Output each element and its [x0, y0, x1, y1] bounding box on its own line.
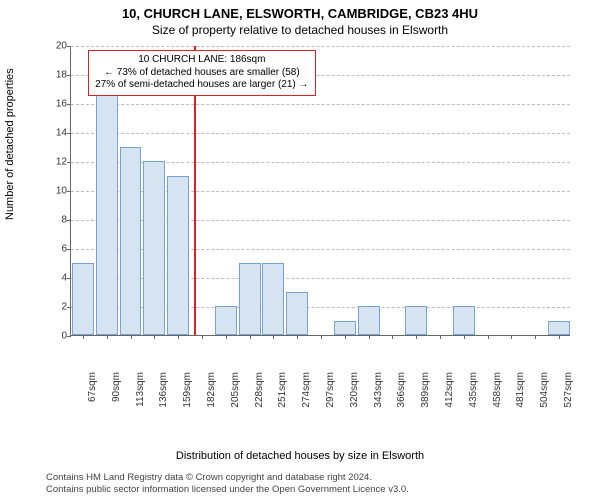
- x-tick-mark: [131, 335, 132, 339]
- y-tick-mark: [67, 336, 71, 337]
- chart-title-main: 10, CHURCH LANE, ELSWORTH, CAMBRIDGE, CB…: [0, 0, 600, 21]
- y-tick-mark: [67, 307, 71, 308]
- callout-line: ← 73% of detached houses are smaller (58…: [95, 67, 308, 80]
- x-tick-mark: [154, 335, 155, 339]
- x-tick-mark: [464, 335, 465, 339]
- x-tick-mark: [273, 335, 274, 339]
- x-tick-mark: [511, 335, 512, 339]
- x-tick-mark: [202, 335, 203, 339]
- x-tick-label: 412sqm: [444, 372, 455, 414]
- callout-line: 27% of semi-detached houses are larger (…: [95, 79, 308, 92]
- chart-title-sub: Size of property relative to detached ho…: [0, 21, 600, 37]
- x-tick-label: 481sqm: [515, 372, 526, 414]
- x-tick-label: 366sqm: [396, 372, 407, 414]
- bar: [405, 306, 427, 335]
- plot-region: 0246810121416182067sqm90sqm113sqm136sqm1…: [70, 46, 570, 336]
- x-tick-mark: [297, 335, 298, 339]
- bar: [358, 306, 380, 335]
- footer-line1: Contains HM Land Registry data © Crown c…: [46, 472, 580, 484]
- x-tick-mark: [107, 335, 108, 339]
- y-tick-label: 4: [47, 273, 67, 284]
- bar: [286, 292, 308, 336]
- x-tick-label: 389sqm: [420, 372, 431, 414]
- chart-area: 0246810121416182067sqm90sqm113sqm136sqm1…: [46, 40, 576, 400]
- bar: [143, 161, 165, 335]
- x-tick-label: 228sqm: [254, 372, 265, 414]
- gridline: [71, 46, 570, 47]
- y-tick-mark: [67, 220, 71, 221]
- footer-attribution: Contains HM Land Registry data © Crown c…: [46, 472, 580, 496]
- y-tick-label: 16: [47, 99, 67, 110]
- y-tick-mark: [67, 191, 71, 192]
- x-tick-mark: [321, 335, 322, 339]
- bar: [239, 263, 261, 336]
- x-tick-label: 458sqm: [492, 372, 503, 414]
- x-tick-label: 343sqm: [373, 372, 384, 414]
- x-tick-label: 274sqm: [301, 372, 312, 414]
- bar: [167, 176, 189, 336]
- gridline: [71, 133, 570, 134]
- y-tick-label: 8: [47, 215, 67, 226]
- x-axis-label: Distribution of detached houses by size …: [0, 450, 600, 462]
- y-axis-label: Number of detached properties: [4, 68, 16, 220]
- y-tick-mark: [67, 249, 71, 250]
- y-tick-mark: [67, 104, 71, 105]
- x-tick-label: 90sqm: [111, 372, 122, 414]
- y-tick-label: 14: [47, 128, 67, 139]
- y-tick-label: 10: [47, 186, 67, 197]
- bar: [262, 263, 284, 336]
- y-tick-label: 12: [47, 157, 67, 168]
- y-tick-label: 2: [47, 302, 67, 313]
- y-tick-mark: [67, 46, 71, 47]
- x-tick-mark: [250, 335, 251, 339]
- bar: [334, 321, 356, 336]
- x-tick-mark: [83, 335, 84, 339]
- x-tick-mark: [416, 335, 417, 339]
- x-tick-label: 251sqm: [277, 372, 288, 414]
- x-tick-mark: [488, 335, 489, 339]
- x-tick-label: 320sqm: [349, 372, 360, 414]
- x-tick-label: 297sqm: [325, 372, 336, 414]
- bar: [120, 147, 142, 336]
- x-tick-label: 205sqm: [230, 372, 241, 414]
- y-tick-label: 6: [47, 244, 67, 255]
- y-tick-mark: [67, 133, 71, 134]
- x-tick-mark: [226, 335, 227, 339]
- y-tick-label: 20: [47, 41, 67, 52]
- y-tick-label: 0: [47, 331, 67, 342]
- x-tick-mark: [392, 335, 393, 339]
- marker-callout: 10 CHURCH LANE: 186sqm← 73% of detached …: [88, 50, 315, 96]
- x-tick-label: 113sqm: [135, 372, 146, 414]
- x-tick-label: 435sqm: [468, 372, 479, 414]
- x-tick-mark: [345, 335, 346, 339]
- bar: [453, 306, 475, 335]
- x-tick-label: 67sqm: [87, 372, 98, 414]
- gridline: [71, 104, 570, 105]
- x-tick-mark: [369, 335, 370, 339]
- x-tick-label: 136sqm: [158, 372, 169, 414]
- y-tick-mark: [67, 75, 71, 76]
- x-tick-label: 527sqm: [563, 372, 574, 414]
- x-tick-mark: [440, 335, 441, 339]
- callout-line: 10 CHURCH LANE: 186sqm: [95, 54, 308, 67]
- x-tick-mark: [559, 335, 560, 339]
- bar: [72, 263, 94, 336]
- bar: [96, 74, 118, 335]
- x-tick-mark: [178, 335, 179, 339]
- y-tick-mark: [67, 278, 71, 279]
- y-tick-mark: [67, 162, 71, 163]
- footer-line2: Contains public sector information licen…: [46, 484, 580, 496]
- bar: [215, 306, 237, 335]
- x-tick-label: 504sqm: [539, 372, 550, 414]
- x-tick-mark: [535, 335, 536, 339]
- x-tick-label: 182sqm: [206, 372, 217, 414]
- x-tick-label: 159sqm: [182, 372, 193, 414]
- bar: [548, 321, 570, 336]
- y-tick-label: 18: [47, 70, 67, 81]
